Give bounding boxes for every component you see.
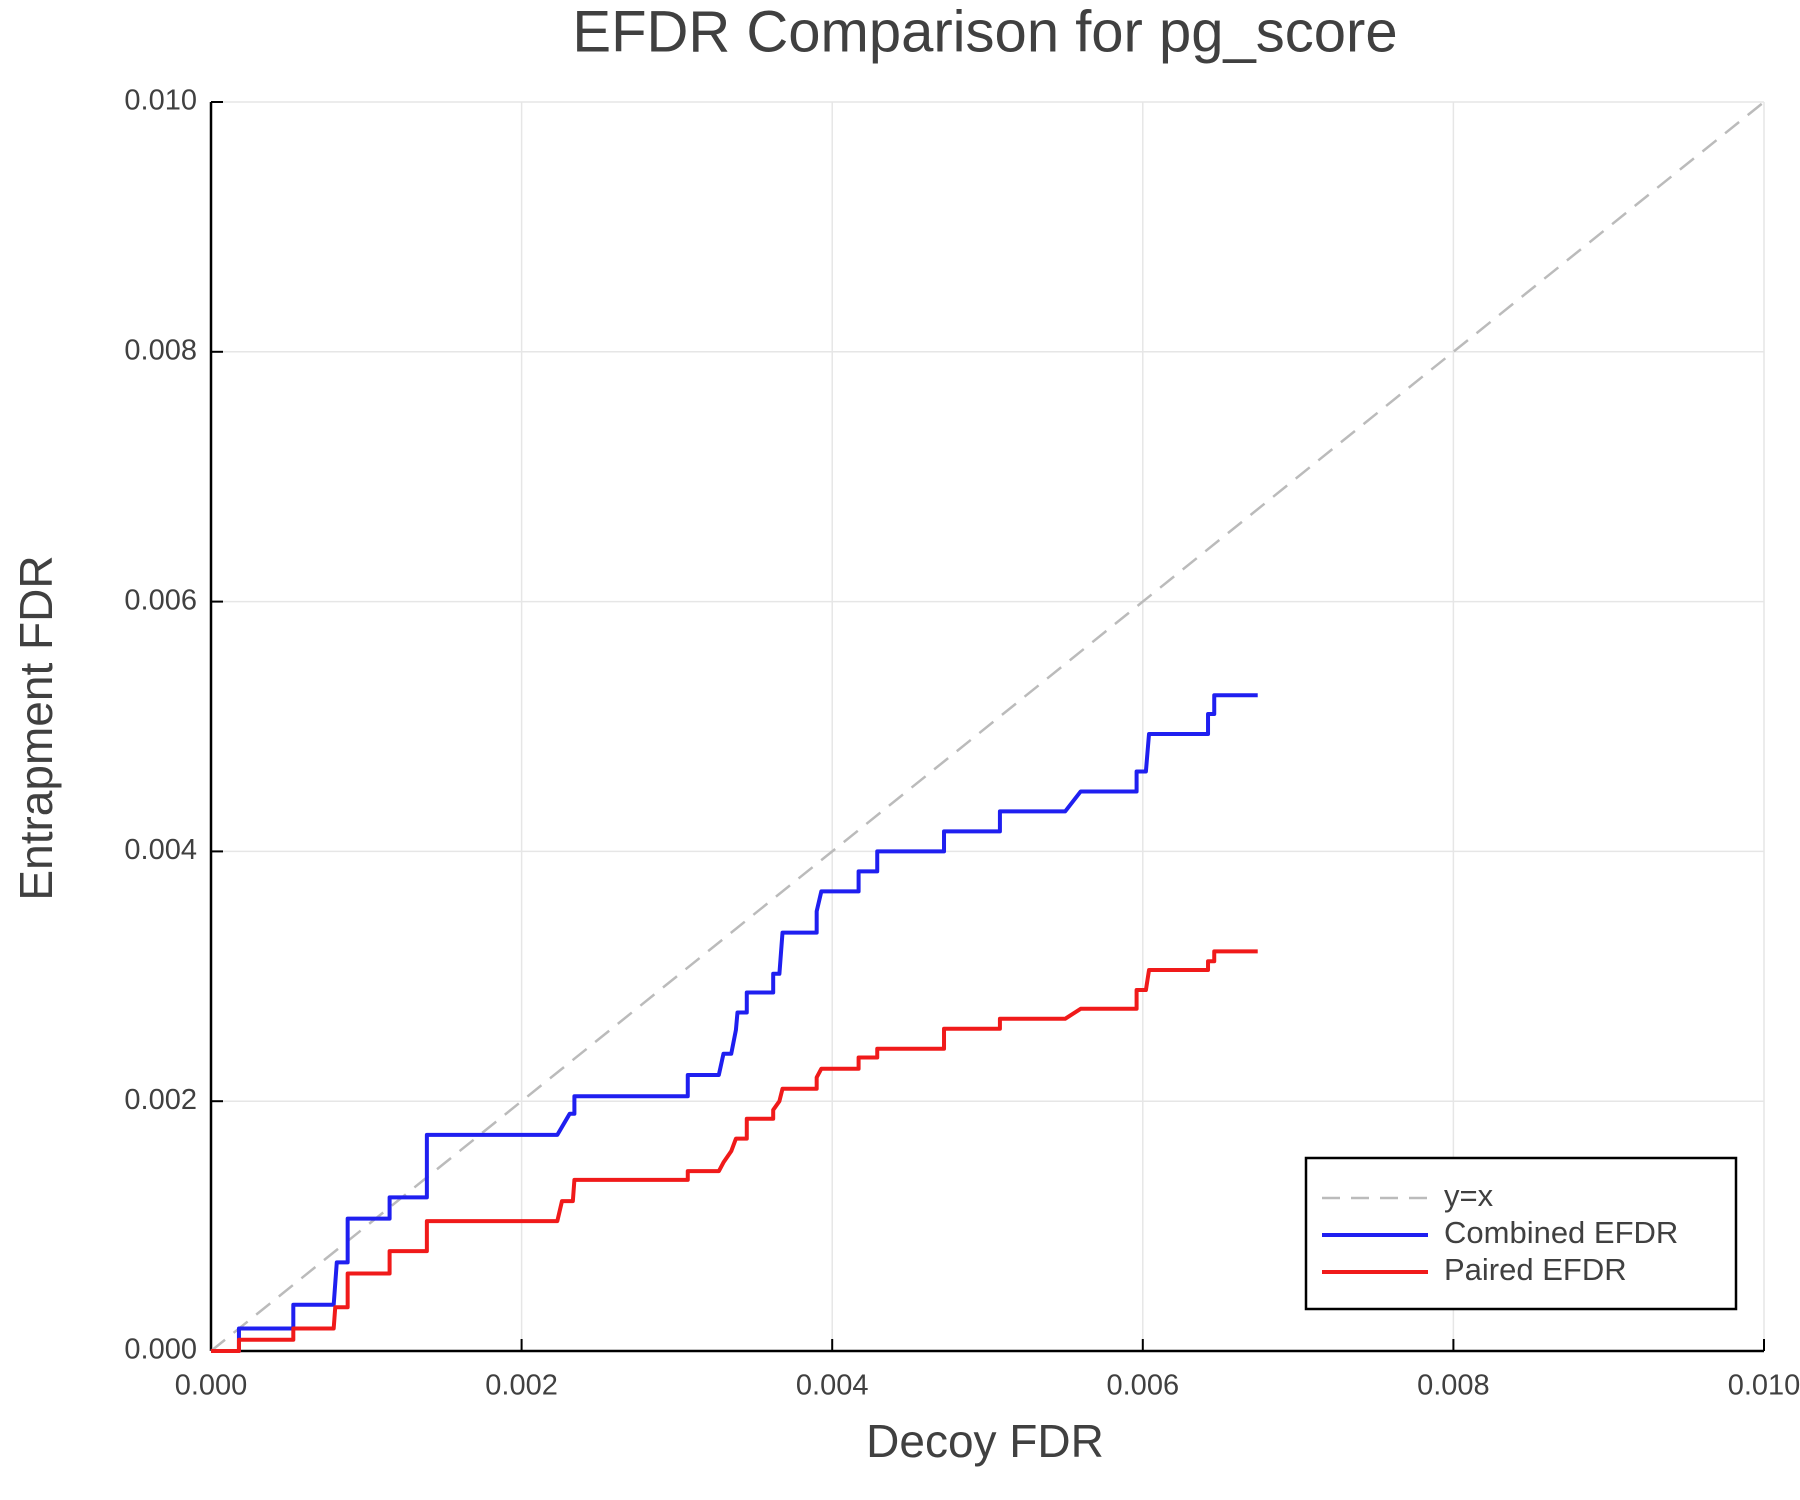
x-tick-label: 0.006: [1107, 1370, 1180, 1402]
series-line: [211, 949, 1258, 1353]
series-line: [210, 101, 1765, 1352]
chart-title: EFDR Comparison for pg_score: [572, 0, 1397, 64]
legend-label: Paired EFDR: [1444, 1252, 1627, 1287]
y-tick-label: 0.000: [124, 1334, 197, 1366]
x-tick-label: 0.008: [1417, 1370, 1490, 1402]
x-tick-label: 0.004: [796, 1370, 869, 1402]
x-axis-label: Decoy FDR: [866, 1415, 1104, 1467]
x-tick-label: 0.000: [175, 1370, 248, 1402]
y-tick-label: 0.004: [124, 834, 197, 866]
legend-label: y=x: [1444, 1178, 1494, 1213]
x-tick-label: 0.002: [485, 1370, 558, 1402]
x-tick-label: 0.010: [1728, 1370, 1800, 1402]
y-tick-label: 0.010: [124, 85, 197, 117]
y-tick-label: 0.002: [124, 1084, 197, 1116]
y-axis-label: Entrapment FDR: [10, 555, 62, 900]
y-tick-label: 0.006: [124, 584, 197, 616]
y-tick-label: 0.008: [124, 334, 197, 366]
legend-label: Combined EFDR: [1444, 1215, 1678, 1250]
series-line: [211, 693, 1258, 1353]
